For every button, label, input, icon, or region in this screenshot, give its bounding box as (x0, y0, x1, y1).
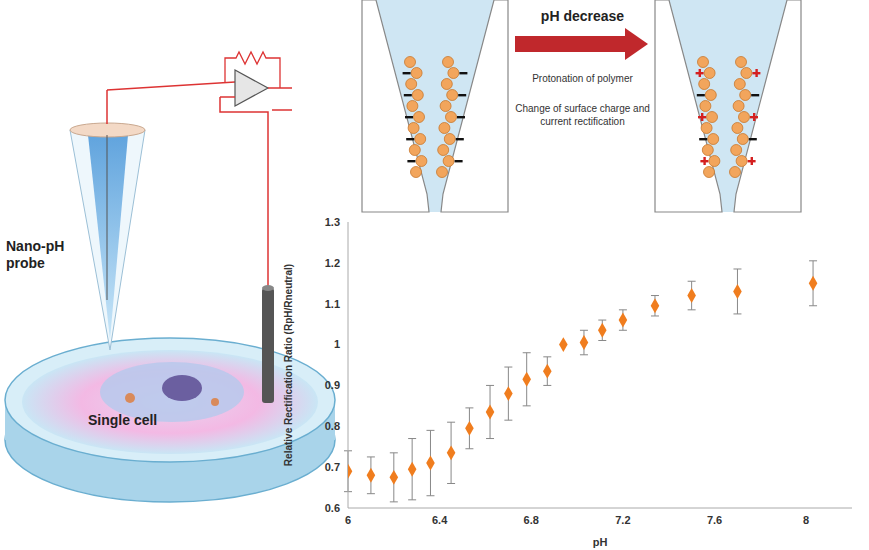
svg-text:8: 8 (803, 514, 809, 526)
html-text:pH decrease: pH decrease (540, 8, 625, 24)
svg-text:1.3: 1.3 (325, 216, 340, 228)
svg-text:6.8: 6.8 (524, 514, 539, 526)
svg-text:1.1: 1.1 (325, 298, 340, 310)
svg-text:0.6: 0.6 (325, 502, 340, 514)
html-text:Protonation of polymer: Protonation of polymer (532, 73, 633, 84)
svg-text:7.6: 7.6 (707, 514, 722, 526)
html-text:Nano-pH probe: Nano-pH probe (6, 238, 65, 271)
svg-text:1.2: 1.2 (325, 257, 340, 269)
svg-text:7.2: 7.2 (615, 514, 630, 526)
html-text:Change of surface charge and c: Change of surface charge and current rec… (515, 103, 650, 127)
svg-text:0.9: 0.9 (325, 379, 340, 391)
svg-text:6: 6 (345, 514, 351, 526)
svg-text:Relative Rectification Ratio (: Relative Rectification Ratio (RpH/Rneutr… (283, 264, 294, 466)
svg-text:pH: pH (593, 536, 608, 548)
svg-text:0.7: 0.7 (325, 461, 340, 473)
svg-text:0.8: 0.8 (325, 420, 340, 432)
svg-text:1: 1 (334, 338, 340, 350)
html-text:Single cell: Single cell (88, 412, 158, 428)
svg-text:6.4: 6.4 (432, 514, 448, 526)
